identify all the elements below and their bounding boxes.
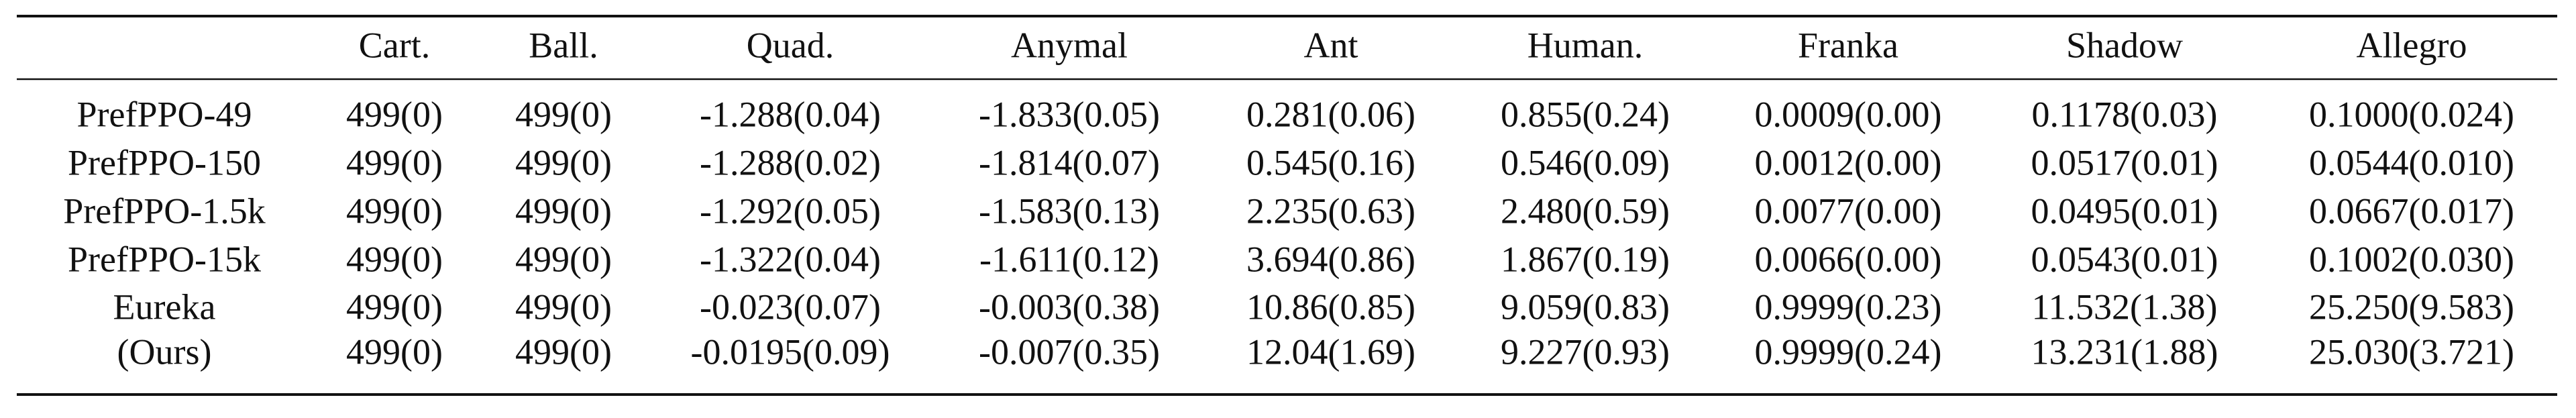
cell: 499(0) [515,94,612,134]
column-header: Quad. [747,25,834,65]
column-header: Ant [1304,25,1358,65]
cell: -0.007(0.35) [979,331,1160,372]
cell: 499(0) [515,239,612,279]
cell: 0.0543(0.01) [2031,239,2218,279]
cell: 499(0) [515,331,612,372]
cell: 0.855(0.24) [1501,94,1670,134]
cell: 0.0495(0.01) [2031,191,2218,231]
cell: 0.546(0.09) [1501,142,1670,182]
cell: 499(0) [346,239,443,279]
cell: 0.0009(0.00) [1755,94,1942,134]
cell: -1.288(0.02) [700,142,881,182]
column-header: Shadow [2066,25,2183,65]
column-header: Cart. [359,25,430,65]
cell: 499(0) [515,191,612,231]
cell: 11.532(1.38) [2032,286,2218,327]
column-header: Anymal [1011,25,1128,65]
cell: 2.480(0.59) [1501,191,1670,231]
column-header: Allegro [2357,25,2467,65]
cell: 1.867(0.19) [1501,239,1670,279]
cell: 499(0) [515,142,612,182]
cell: -1.583(0.13) [979,191,1160,231]
row-label: PrefPPO-150 [68,142,261,182]
cell: 2.235(0.63) [1246,191,1415,231]
cell: 3.694(0.86) [1246,239,1415,279]
cell: 499(0) [346,191,443,231]
cell: 25.030(3.721) [2309,331,2514,372]
cell: 0.0012(0.00) [1755,142,1942,182]
column-header: Ball. [529,25,598,65]
cell: -1.814(0.07) [979,142,1160,182]
cell: 10.86(0.85) [1246,286,1415,327]
cell: 0.0517(0.01) [2031,142,2218,182]
cell: 499(0) [346,94,443,134]
cell: 0.281(0.06) [1246,94,1415,134]
cell: 499(0) [515,286,612,327]
row-label: Eureka [113,286,216,327]
cell: -1.322(0.04) [700,239,881,279]
cell: 0.9999(0.24) [1755,331,1942,372]
cell: -1.288(0.04) [700,94,881,134]
cell: 9.059(0.83) [1501,286,1670,327]
row-label: PrefPPO-15k [68,239,261,279]
cell: 499(0) [346,142,443,182]
cell: 9.227(0.93) [1501,331,1670,372]
cell: -0.023(0.07) [700,286,881,327]
cell: 25.250(9.583) [2309,286,2514,327]
cell: 0.1000(0.024) [2309,94,2514,134]
cell: 0.545(0.16) [1246,142,1415,182]
cell: 0.0544(0.010) [2309,142,2514,182]
cell: 13.231(1.88) [2031,331,2218,372]
cell: -1.292(0.05) [700,191,881,231]
cell: 0.1002(0.030) [2309,239,2514,279]
column-header: Human. [1527,25,1643,65]
cell: 0.1178(0.03) [2032,94,2218,134]
cell: 0.0066(0.00) [1755,239,1942,279]
cell: 499(0) [346,331,443,372]
cell: 0.0077(0.00) [1755,191,1942,231]
cell: 0.9999(0.23) [1755,286,1942,327]
cell: 499(0) [346,286,443,327]
cell: -0.003(0.38) [979,286,1160,327]
cell: 0.0667(0.017) [2309,191,2514,231]
cell: -1.611(0.12) [979,239,1159,279]
row-label: PrefPPO-1.5k [63,191,266,231]
cell: -0.0195(0.09) [691,331,890,372]
row-label: (Ours) [117,331,212,372]
column-header: Franka [1798,25,1898,65]
row-label: PrefPPO-49 [76,94,252,134]
cell: -1.833(0.05) [979,94,1160,134]
cell: 12.04(1.69) [1246,331,1415,372]
